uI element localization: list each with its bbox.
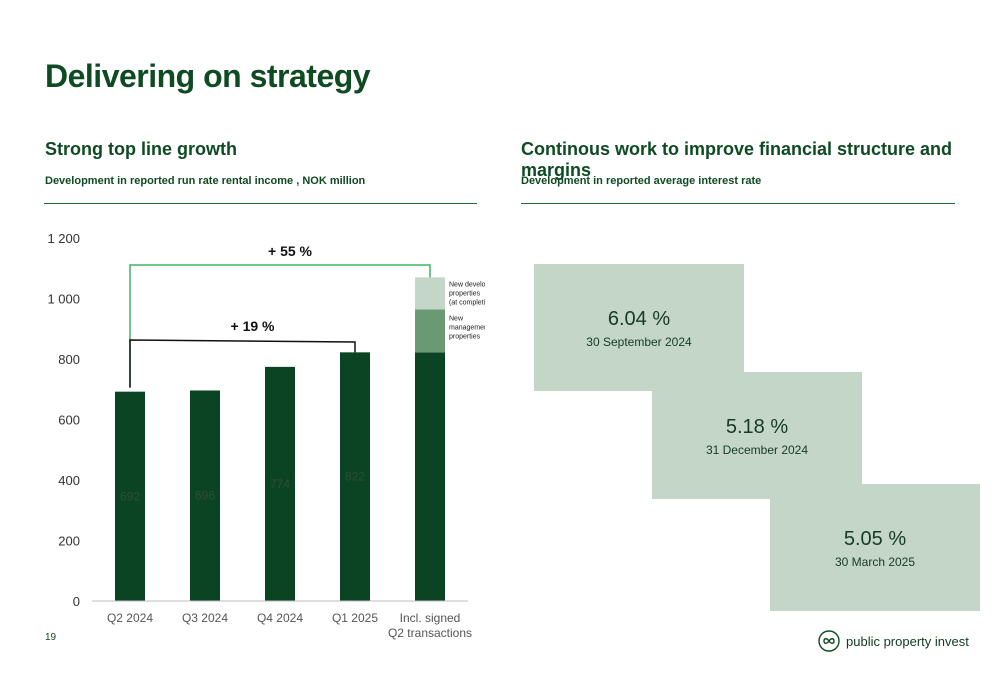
bar — [265, 366, 295, 601]
rate-date: 31 December 2024 — [705, 443, 809, 457]
right-section-heading: Continous work to improve financial stru… — [521, 139, 953, 180]
bar-value-label: 692 — [120, 489, 140, 503]
rate-date: 30 September 2024 — [586, 335, 692, 349]
x-tick-label: Q1 2025 — [332, 611, 378, 625]
rate-box-mar-2025: 5.05 % 30 March 2025 — [770, 484, 980, 611]
y-tick-label: 200 — [58, 534, 80, 549]
bar-value-label: 774 — [270, 477, 290, 491]
bar-value-label: 696 — [195, 489, 215, 503]
y-tick-label: 600 — [58, 413, 80, 428]
bar — [415, 352, 445, 601]
y-tick-label: 1 200 — [47, 231, 80, 246]
page-number: 19 — [45, 632, 57, 643]
growth-brackets: + 55 % + 19 % — [129, 243, 431, 388]
x-axis: Q2 2024 Q3 2024 Q4 2024 Q1 2025 Incl. signed… — [92, 600, 472, 640]
bar — [190, 390, 220, 601]
y-tick-label: 0 — [73, 594, 80, 609]
rate-value: 5.18 % — [725, 416, 789, 438]
bar — [115, 391, 145, 601]
x-tick-label: Q4 2024 — [257, 611, 303, 625]
company-logo: public property invest — [818, 630, 969, 652]
left-section-subheading: Development in reported run rate rental … — [45, 175, 366, 187]
x-tick-label: Q2 transactions — [388, 626, 472, 640]
legend-label: management — [449, 324, 485, 331]
rate-value: 6.04 % — [607, 308, 671, 330]
bar-value-label: 822 — [345, 470, 365, 484]
rate-box-dec-2024: 5.18 % 31 December 2024 — [652, 372, 862, 499]
logo-text: public property invest — [846, 633, 969, 649]
rate-box-sep-2024: 6.04 % 30 September 2024 — [534, 264, 744, 391]
right-divider — [521, 203, 955, 204]
rate-date: 30 March 2025 — [834, 555, 916, 569]
left-divider — [44, 203, 477, 204]
x-tick-label: Incl. signed — [400, 611, 461, 625]
y-axis: 0 200 400 600 800 1 000 1 200 — [47, 231, 80, 609]
growth-bracket-line — [129, 339, 356, 388]
legend-label: (at completion) — [449, 299, 485, 306]
legend-label: New — [449, 315, 464, 322]
right-section-subheading: Development in reported average interest… — [521, 175, 762, 187]
growth-label: + 19 % — [231, 318, 276, 334]
y-tick-label: 1 000 — [47, 292, 80, 307]
x-tick-label: Q2 2024 — [107, 611, 153, 625]
rate-value: 5.05 % — [843, 528, 907, 550]
stack-legend: New development properties (at completion)… — [449, 281, 485, 340]
bar — [340, 352, 370, 601]
left-section-heading: Strong top line growth — [45, 139, 237, 159]
y-tick-label: 400 — [58, 473, 80, 488]
legend-label: properties — [449, 333, 481, 340]
y-tick-label: 800 — [58, 352, 80, 367]
page-title: Delivering on strategy — [45, 58, 371, 94]
stacked-segment — [415, 309, 445, 353]
rental-income-chart: 0 200 400 600 800 1 000 1 200 692 696 774 822 + 5… — [47, 231, 485, 640]
growth-bracket-line — [129, 264, 431, 388]
growth-label: + 55 % — [268, 243, 313, 259]
bars: 692 696 774 822 — [115, 277, 445, 601]
x-tick-label: Q3 2024 — [182, 611, 228, 625]
legend-label: properties — [449, 290, 481, 297]
legend-label: New development — [449, 281, 485, 288]
stacked-segment — [415, 277, 445, 310]
infinity-icon — [818, 630, 840, 652]
